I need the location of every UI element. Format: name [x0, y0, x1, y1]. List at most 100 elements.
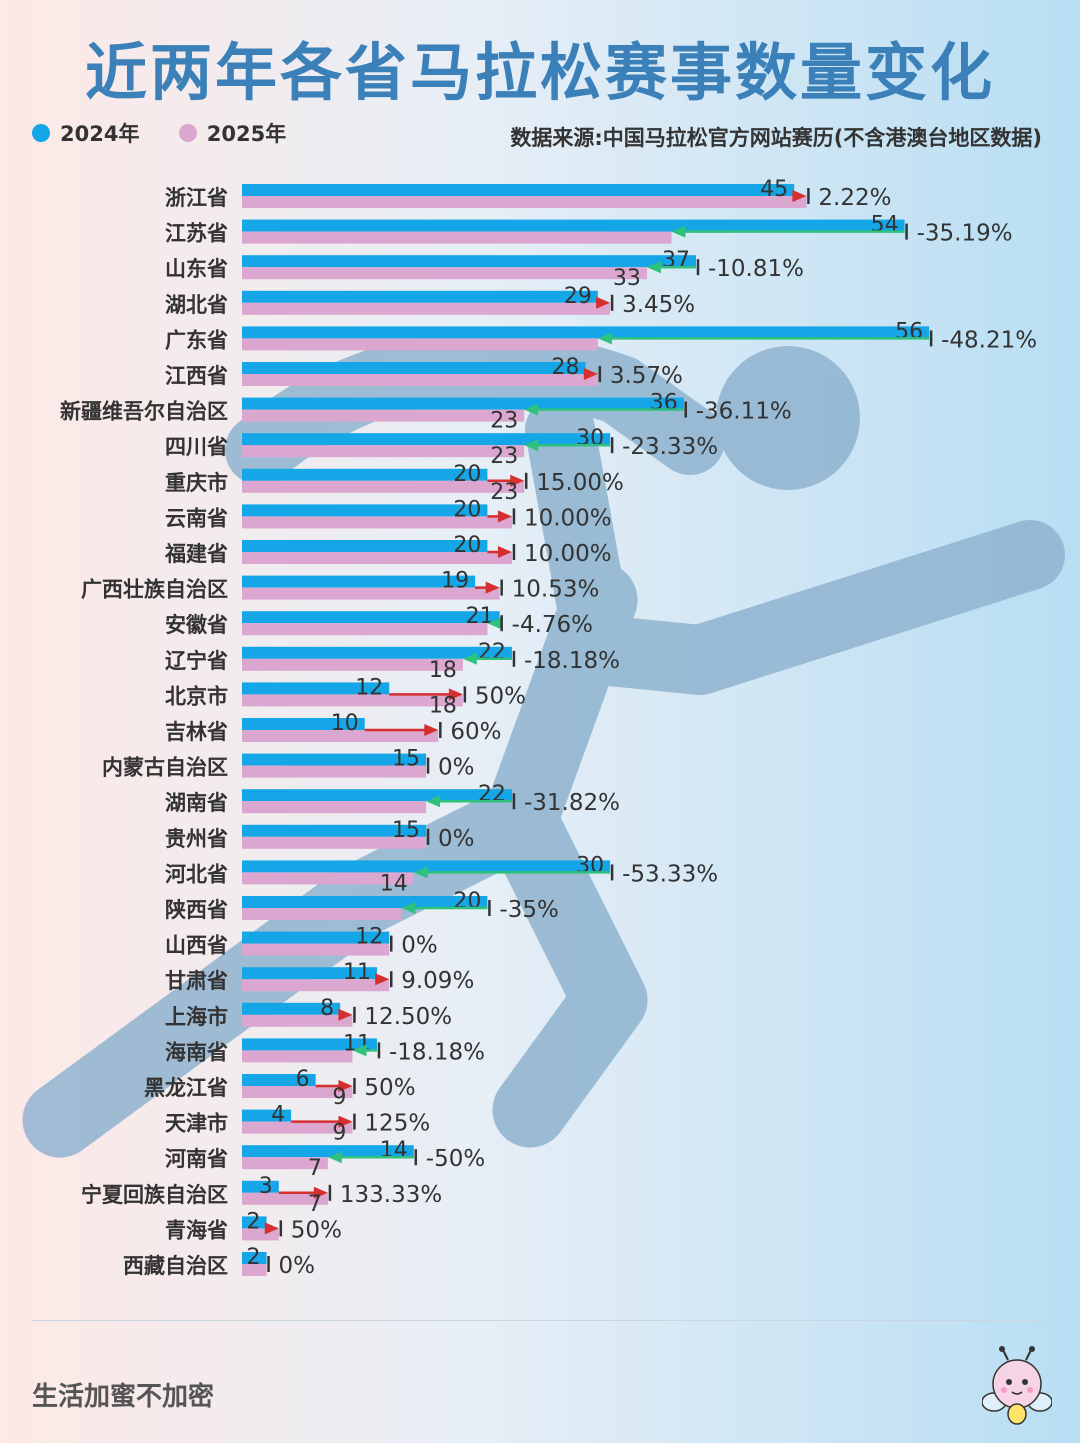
value-label-2024: 12 — [355, 675, 383, 700]
value-label-2024: 28 — [552, 355, 580, 380]
change-percent-label: 50% — [291, 1217, 342, 1243]
category-label: 福建省 — [164, 542, 228, 566]
category-label: 青海省 — [165, 1218, 228, 1242]
change-percent-label: -35.19% — [917, 221, 1013, 247]
value-label-2024: 20 — [453, 889, 481, 914]
category-label: 贵州省 — [165, 827, 228, 851]
value-label-2024: 2 — [247, 1245, 261, 1270]
bar-2025 — [242, 1121, 353, 1134]
value-label-2024: 8 — [320, 996, 334, 1021]
category-label: 陕西省 — [165, 898, 228, 922]
category-label: 江苏省 — [165, 222, 228, 246]
category-label: 甘肃省 — [165, 969, 228, 993]
change-percent-label: 15.00% — [536, 470, 624, 496]
change-percent-label: 2.22% — [818, 185, 891, 211]
bar-2025 — [242, 231, 672, 244]
change-percent-label: -36.11% — [696, 399, 792, 425]
value-label-2024: 15 — [392, 747, 420, 772]
bar-2024 — [242, 575, 476, 588]
legend-swatch-2025 — [178, 124, 197, 142]
change-percent-label: -50% — [426, 1146, 485, 1172]
change-percent-label: 50% — [475, 683, 526, 709]
category-label: 辽宁省 — [165, 649, 228, 673]
value-label-2024: 22 — [478, 782, 506, 807]
change-arrow-head — [485, 581, 500, 594]
change-arrow-head — [510, 474, 525, 487]
change-arrow-head — [597, 332, 612, 345]
value-label-2024: 2 — [247, 1209, 261, 1234]
bar-2025 — [242, 943, 390, 956]
change-arrow-head — [352, 1044, 367, 1057]
legend: 2024年 2025年 — [32, 118, 318, 148]
value-label-2024: 56 — [895, 319, 923, 344]
change-percent-label: 0% — [438, 755, 475, 781]
bar-2024 — [242, 611, 500, 624]
chart-title: 近两年各省马拉松赛事数量变化 — [84, 36, 995, 109]
category-label: 广西壮族自治区 — [81, 578, 228, 602]
bar-2025 — [242, 1014, 353, 1027]
bar-2025 — [242, 908, 402, 920]
value-label-2024: 30 — [576, 853, 604, 878]
bar-2024 — [242, 433, 611, 446]
bee-mascot-icon — [982, 1346, 1052, 1425]
value-label-2025: 7 — [308, 1192, 322, 1217]
value-label-2024: 10 — [331, 711, 359, 736]
bar-2024 — [242, 255, 696, 268]
footer-divider — [32, 1320, 1048, 1321]
value-label-2025: 18 — [429, 658, 457, 683]
category-label: 吉林省 — [165, 720, 228, 744]
change-percent-label: 10.00% — [524, 541, 612, 567]
category-label: 上海市 — [165, 1005, 228, 1029]
value-label-2024: 6 — [296, 1067, 310, 1092]
bar-2025 — [242, 302, 611, 315]
bar-2025 — [242, 623, 488, 636]
change-percent-label: 0% — [401, 933, 438, 959]
change-percent-label: -23.33% — [622, 434, 718, 460]
value-label-2025: 18 — [429, 693, 457, 718]
category-label: 安徽省 — [165, 613, 228, 637]
change-arrow-head — [338, 1080, 353, 1092]
bar-2024 — [242, 1216, 267, 1229]
bar-2024 — [242, 967, 377, 980]
change-arrow-head — [792, 190, 807, 202]
bar-2025 — [242, 765, 427, 778]
category-label: 重庆市 — [165, 471, 228, 495]
category-label: 海南省 — [165, 1040, 228, 1064]
value-label-2024: 22 — [478, 640, 506, 665]
value-label-2024: 45 — [760, 177, 788, 202]
value-label-2024: 4 — [271, 1103, 285, 1128]
category-label: 云南省 — [165, 506, 228, 530]
value-label-2024: 36 — [650, 391, 678, 416]
change-arrow-head — [524, 439, 539, 452]
change-arrow-head — [426, 795, 441, 808]
change-percent-label: -35% — [499, 897, 558, 923]
change-percent-label: 50% — [364, 1075, 415, 1101]
change-arrow-head — [413, 866, 428, 879]
change-arrow-head — [401, 902, 416, 914]
bar-2025 — [242, 1050, 353, 1063]
category-label: 山西省 — [165, 934, 228, 958]
legend-label-2025: 2025年 — [206, 122, 287, 146]
bar-2025 — [242, 694, 463, 707]
bar-2025 — [242, 1086, 353, 1098]
change-percent-label: -18.18% — [389, 1039, 485, 1065]
change-percent-label: 0% — [438, 826, 475, 852]
bar-2024 — [242, 1074, 316, 1086]
change-arrow-head — [596, 296, 611, 309]
bar-2024 — [242, 789, 512, 802]
legend-item-2025: 2025年 — [178, 118, 287, 148]
bar-2024 — [242, 326, 930, 339]
change-percent-label: 125% — [364, 1111, 430, 1137]
bar-2024 — [242, 646, 512, 659]
category-label: 黑龙江省 — [144, 1076, 228, 1100]
bar-2025 — [242, 730, 439, 742]
bar-2024 — [242, 504, 488, 517]
change-arrow-head — [327, 1151, 342, 1164]
bar-2025 — [242, 374, 598, 386]
category-label: 河北省 — [165, 862, 228, 886]
bar-2024 — [242, 362, 586, 374]
change-arrow-head — [646, 261, 661, 274]
change-percent-label: -4.76% — [512, 612, 593, 638]
bar-2025 — [242, 836, 427, 849]
change-arrow-head — [264, 1222, 279, 1235]
